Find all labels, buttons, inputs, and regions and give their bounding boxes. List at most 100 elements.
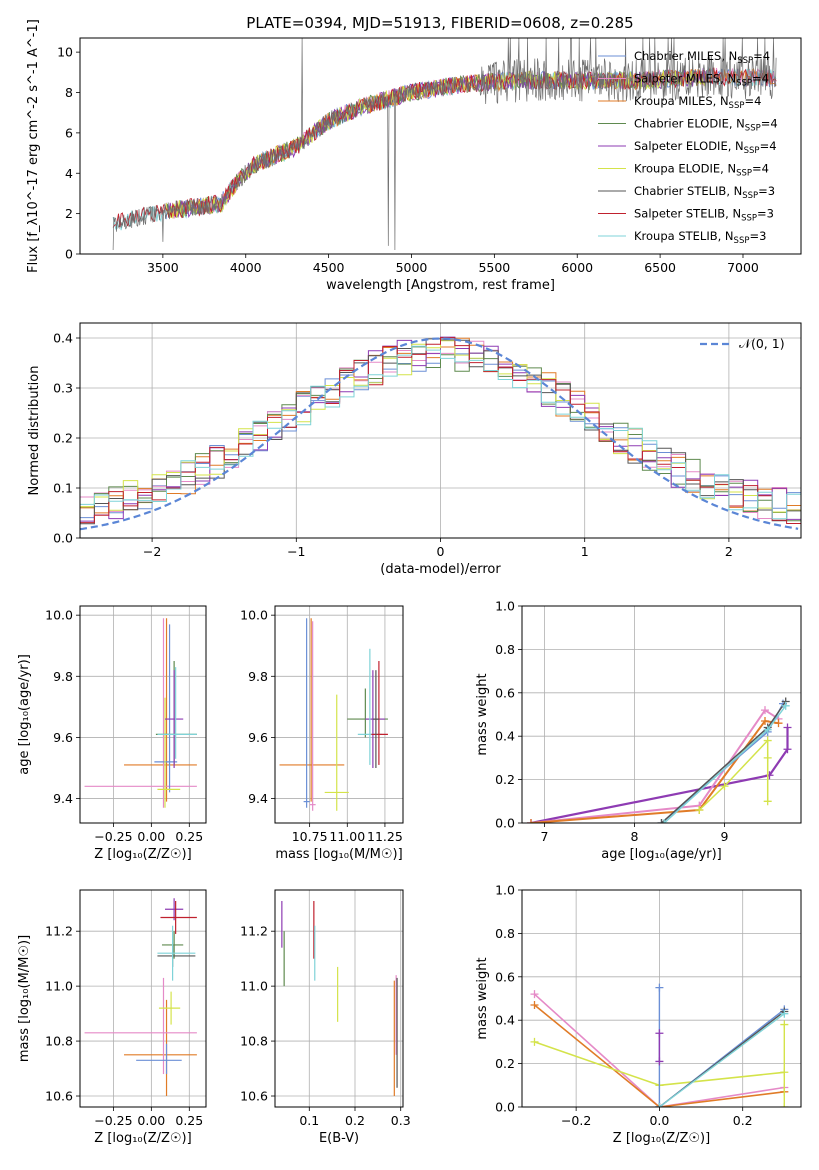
- z_mass-ytick-label: 10.8: [45, 1034, 73, 1049]
- z_weights-ylabel: mass weight: [475, 957, 490, 1039]
- legend-label-kroupa_elodie: Kroupa ELODIE, NSSP=4: [634, 162, 769, 179]
- age_weights-marker-chabrier_stelib: [657, 819, 666, 823]
- z_mass-ytick-label: 11.0: [45, 979, 73, 994]
- observed-spectrum: [112, 38, 777, 251]
- residuals-ytick-label: 0.4: [53, 331, 73, 346]
- age_weights-marker-salpeter_elodie: [765, 771, 774, 780]
- z_mass-xtick-label: −0.25: [94, 1113, 132, 1128]
- residuals-panel: −2 −1 0 1 2 0.0 0.1 0.2 0.3 0.4 (data-model)/error…: [27, 322, 802, 577]
- panels: 3500 4000 4500 5000 5500 6000 6500 70000246810w…: [17, 19, 802, 1146]
- legend-label-chabrier_miles: Chabrier MILES, NSSP=4: [634, 49, 770, 66]
- z_age-xtick-label: 0.00: [137, 829, 165, 844]
- z_age-xtick-label: −0.25: [94, 829, 132, 844]
- ebv_mass-xtick-label: 0.1: [299, 1113, 319, 1128]
- residuals-xtick-label: 1: [581, 544, 589, 559]
- age_weights-marker-kroupa_elodie: [763, 736, 772, 745]
- spectrum-xtick-label: 4500: [313, 260, 345, 275]
- age_weights-series-salpeter_miles: [530, 709, 780, 823]
- ebv_mass-xtick-label: 0.3: [391, 1113, 411, 1128]
- ebv_mass-ytick-label: 10.8: [240, 1034, 268, 1049]
- age_weights-xtick-label: 9: [721, 829, 729, 844]
- age_weights-lines: [527, 697, 792, 823]
- mass_age-xtick-label: 10.75: [292, 829, 328, 844]
- age_weights-ytick-label: 0.0: [495, 816, 515, 831]
- mass_age-panel: 10.75 11.00 11.25 9.4 9.6 9.8 10.0 mass [log₁₀(…: [240, 605, 404, 862]
- z_weights-marker-kroupa_elodie: [780, 1103, 789, 1107]
- spectrum-xtick-label: 7000: [727, 260, 759, 275]
- mass_age-ytick-label: 10.0: [240, 608, 268, 623]
- legend-label-chabrier_elodie: Chabrier ELODIE, NSSP=4: [634, 117, 778, 134]
- spectrum-xtick-label: 6500: [644, 260, 676, 275]
- spectrum-lines: [112, 38, 777, 251]
- z_mass-ytick-label: 11.2: [45, 924, 73, 939]
- age_weights-xtick-label: 7: [541, 829, 549, 844]
- legend-label-salpeter_stelib: Salpeter STELIB, NSSP=3: [634, 207, 774, 224]
- z_age-errorbars: [84, 618, 197, 808]
- spectrum-title: PLATE=0394, MJD=51913, FIBERID=0608, z=0…: [246, 14, 633, 32]
- residuals-xtick-label: −1: [287, 544, 305, 559]
- residual-histograms: [80, 336, 801, 531]
- z_weights-marker-kroupa_elodie: [530, 1037, 539, 1046]
- age_weights-marker-kroupa_miles: [527, 819, 535, 823]
- residuals-xtick-label: 0: [437, 544, 445, 559]
- age_weights-marker-kroupa_elodie: [763, 753, 772, 762]
- spectrum-xtick-label: 5000: [396, 260, 428, 275]
- spectrum-panel: 3500 4000 4500 5000 5500 6000 6500 7000 0 2 4 6 8 10 w…: [26, 19, 802, 293]
- z_age-panel: −0.25 0.00 0.25 9.4 9.6 9.8 10.0 Z [log₁₀(Z/Z☉)…: [17, 605, 207, 862]
- z_weights-marker-salpeter_elodie: [655, 1057, 664, 1066]
- age_weights-marker-kroupa_stelib: [660, 819, 669, 823]
- age_weights-marker-kroupa_stelib: [781, 701, 790, 710]
- spectrum-ytick-label: 8: [65, 85, 73, 100]
- spectrum-xtick-label: 4000: [230, 260, 262, 275]
- mass_age-ytick-label: 9.4: [248, 791, 268, 806]
- z_mass-xlabel: Z [log₁₀(Z/Z☉)]: [94, 1131, 191, 1146]
- spectrum-xtick-label: 3500: [147, 260, 179, 275]
- residuals-xlabel: (data-model)/error: [380, 562, 501, 577]
- spectrum-xlabel: wavelength [Angstrom, rest frame]: [326, 278, 555, 293]
- age_weights-series-salpeter_elodie: [530, 727, 789, 823]
- residuals-ytick-label: 0.1: [53, 481, 73, 496]
- residuals-xtick-label: −2: [143, 544, 161, 559]
- ebv_mass-ytick-label: 11.2: [240, 924, 268, 939]
- spectrum-ylabel: Flux [f_λ10^-17 erg cm^-2 s^-1 A^-1]: [26, 19, 41, 273]
- z_weights-marker-salpeter_elodie: [655, 1029, 664, 1038]
- legend-label-salpeter_miles: Salpeter MILES, NSSP=4: [634, 72, 769, 89]
- z_weights-series-chabrier_miles: [658, 987, 785, 1107]
- age_weights-marker-kroupa_stelib: [763, 725, 772, 734]
- mass_age-frame: [274, 605, 404, 824]
- spectrum-frame: [79, 37, 802, 255]
- z_weights-series-salpeter_miles: [533, 993, 785, 1107]
- spectrum-ytick-label: 0: [65, 247, 73, 262]
- z_weights-ytick-label: 0.0: [495, 1100, 515, 1115]
- z_weights-xtick-label: −0.2: [561, 1113, 591, 1128]
- spectrum-ytick-label: 4: [65, 166, 73, 181]
- z_mass-frame: [79, 889, 207, 1108]
- histogram-chabrier_elodie: [80, 346, 801, 522]
- z_age-ylabel: age [log₁₀(age/yr)]: [17, 654, 32, 775]
- ebv_mass-errorbars: [281, 900, 398, 1097]
- age_weights-marker-kroupa_miles: [774, 719, 783, 728]
- ebv_mass-frame: [274, 889, 404, 1108]
- z_weights-ytick-label: 1.0: [495, 883, 515, 898]
- residuals-ytick-label: 0.0: [53, 531, 73, 546]
- legend-label-salpeter_elodie: Salpeter ELODIE, NSSP=4: [634, 139, 777, 156]
- spectrum-ytick-label: 2: [65, 206, 73, 221]
- age_weights-marker-salpeter_miles: [761, 706, 769, 715]
- z_age-xlabel: Z [log₁₀(Z/Z☉)]: [94, 847, 191, 862]
- z_weights-series-kroupa_stelib: [658, 1013, 785, 1107]
- mass_age-ytick-label: 9.8: [248, 669, 268, 684]
- ebv_mass-xlabel: E(B-V): [319, 1131, 359, 1146]
- spectrum-xtick-label: 6000: [561, 260, 593, 275]
- age_weights-xtick-label: 8: [631, 829, 639, 844]
- age_weights-xlabel: age [log₁₀(age/yr)]: [601, 847, 722, 862]
- z_weights-ytick-label: 0.2: [495, 1056, 515, 1071]
- z_weights-xtick-label: 0.2: [733, 1113, 753, 1128]
- spectrum-ytick-label: 10: [57, 45, 73, 60]
- age_weights-ytick-label: 0.2: [495, 772, 515, 787]
- spectrum-ytick-label: 6: [65, 125, 73, 140]
- mass_age-errorbars: [279, 618, 388, 811]
- residuals-frame: [79, 322, 802, 539]
- model-spectrum-kroupa_elodie: [165, 70, 707, 219]
- z_mass-errorbars: [84, 898, 197, 1097]
